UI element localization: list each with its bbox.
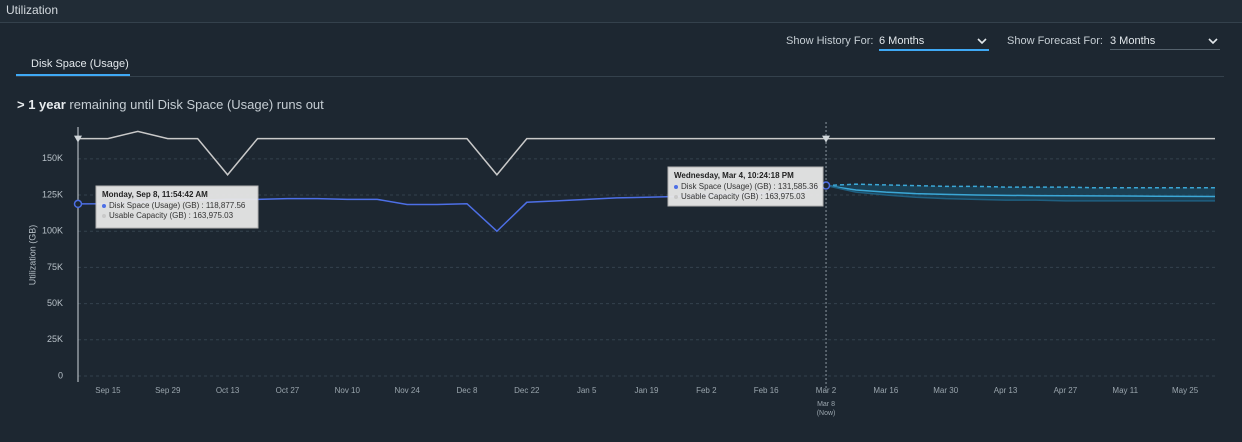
y-axis-label: Utilization (GB) <box>27 225 37 286</box>
tooltip-bullet <box>102 204 106 208</box>
x-tick-label: Oct 27 <box>276 386 300 395</box>
series-line <box>78 130 1215 176</box>
forecast-label: Show Forecast For: <box>1007 35 1103 47</box>
tooltip-title: Wednesday, Mar 4, 10:24:18 PM <box>674 171 794 180</box>
status-text: remaining until Disk Space (Usage) runs … <box>69 97 324 112</box>
series-line <box>825 184 1216 198</box>
tooltip <box>667 166 824 207</box>
tab-rule <box>16 76 1224 77</box>
y-tick-label: 50K <box>47 298 63 308</box>
tooltip-row: Usable Capacity (GB) : 163,975.03 <box>681 192 806 201</box>
x-tick-label: Feb 16 <box>754 386 779 395</box>
y-tick-label: 75K <box>47 262 63 272</box>
x-tick-label: May 11 <box>1112 386 1138 395</box>
tab-indicator <box>16 74 130 76</box>
status-emphasis: > 1 year <box>17 97 66 112</box>
y-tick-label: 150K <box>42 153 63 163</box>
x-tick-label: Oct 13 <box>216 386 240 395</box>
tab[interactable]: Disk Space (Usage) <box>31 58 129 70</box>
tooltip <box>95 185 259 229</box>
chevron <box>977 38 987 45</box>
forecast-dropdown[interactable]: 3 Months <box>1110 35 1220 50</box>
chevron <box>1208 38 1218 45</box>
status: > 1 year remaining until Disk Space (Usa… <box>17 97 324 112</box>
history-dropdown[interactable]: 6 Months <box>879 35 989 51</box>
y-tick-label: 0 <box>58 370 63 380</box>
now-label: Mar 8 <box>817 401 835 408</box>
tooltip-row: Disk Space (Usage) (GB) : 118,877.56 <box>109 201 246 210</box>
forecast-value: 3 Months <box>1110 35 1156 47</box>
tooltip-title: Monday, Sep 8, 11:54:42 AM <box>102 190 208 199</box>
y-tick-label: 125K <box>42 189 63 199</box>
x-tick-label: Dec 8 <box>457 386 478 395</box>
history-label: Show History For: <box>786 35 874 47</box>
x-tick-label: Apr 13 <box>994 386 1018 395</box>
header-title: Utilization <box>6 3 59 17</box>
tooltip-bullet <box>674 185 678 189</box>
tooltip-bullet <box>674 195 678 199</box>
tooltip-row: Usable Capacity (GB) : 163,975.03 <box>109 211 234 220</box>
x-tick-label: Mar 16 <box>873 386 898 395</box>
now-sublabel: (Now) <box>817 410 836 417</box>
history-value: 6 Months <box>879 35 925 47</box>
y-tick-label: 100K <box>42 226 63 236</box>
x-tick-label: Sep 29 <box>155 386 181 395</box>
x-tick-label: Dec 22 <box>514 386 540 395</box>
x-tick-label: Jan 19 <box>634 386 659 395</box>
x-tick-label: Apr 27 <box>1054 386 1078 395</box>
x-tick-label: Sep 15 <box>95 386 121 395</box>
capacity-marker <box>822 135 831 143</box>
x-tick-label: Nov 24 <box>394 386 420 395</box>
tooltip-bullet <box>102 214 106 218</box>
point-marker <box>73 199 83 209</box>
series-line <box>825 184 1215 202</box>
capacity-marker <box>74 135 82 143</box>
x-tick-label: Mar 30 <box>933 386 958 395</box>
x-tick-label: May 25 <box>1172 386 1199 395</box>
y-tick-label: 25K <box>47 334 63 344</box>
x-tick-label: Nov 10 <box>335 386 361 395</box>
x-tick-label: Jan 5 <box>577 386 597 395</box>
header: Utilization <box>0 0 1242 23</box>
point-marker <box>821 181 831 190</box>
series-line <box>825 183 1215 189</box>
x-tick-label: Feb 2 <box>696 386 717 395</box>
tooltip-row: Disk Space (Usage) (GB) : 131,585.36 <box>681 182 819 191</box>
